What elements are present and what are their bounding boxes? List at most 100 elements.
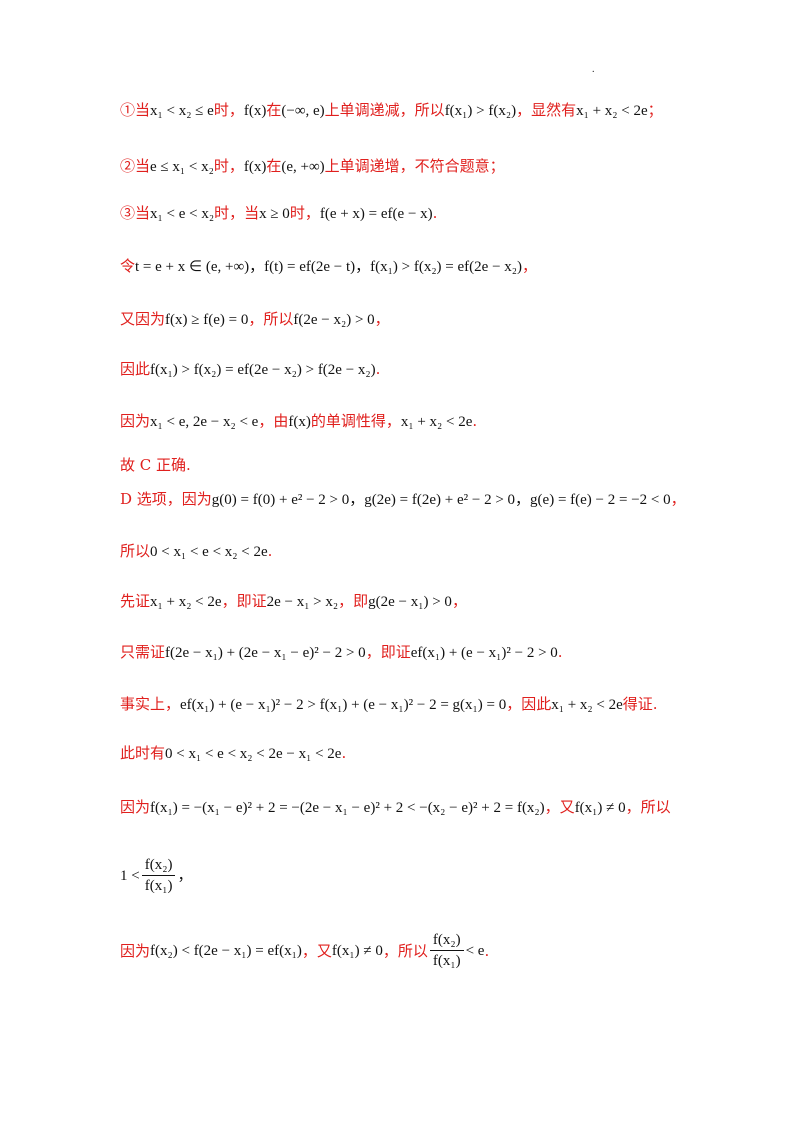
formula: f(e + x) = ef(e − x) — [319, 206, 433, 222]
text: D 选项，因为 — [120, 490, 212, 508]
in-fact-line: 事实上，ef(x₁) + (e − x₁)² − 2 > f(x₁) + (e … — [120, 694, 658, 715]
formula: (−∞, e) — [281, 103, 325, 119]
text: 先证 — [120, 592, 151, 610]
corner-mark: . — [592, 64, 595, 75]
text: 此时有 — [120, 744, 166, 762]
denominator: f(x₁) — [144, 878, 173, 894]
text: ， — [451, 592, 467, 610]
numerator: f(x₂) — [141, 855, 176, 876]
text: ①当 — [120, 101, 151, 119]
text: ，又 — [301, 941, 332, 960]
formula: x₁ < e, 2e − x₂ < e — [150, 414, 259, 430]
formula: x₁ + x₂ < 2e — [551, 697, 623, 713]
formula: e ≤ x₁ < x₂ — [150, 159, 214, 175]
since-line: 又因为f(x) ≥ f(e) = 0，所以f(2e − x₂) > 0， — [120, 309, 390, 330]
formula: 2e − x₁ > x₂ — [266, 594, 339, 610]
text: 时， — [289, 204, 320, 222]
formula: f(x) — [243, 159, 267, 175]
case-1-line: ①当x₁ < x₂ ≤ e时，f(x)在(−∞, e)上单调递减，所以f(x₁)… — [120, 100, 663, 121]
text: 事实上， — [120, 695, 181, 713]
text: ，所以 — [382, 941, 428, 960]
text: 上单调递减，所以 — [324, 101, 445, 119]
formula: x₁ + x₂ < 2e — [400, 414, 473, 430]
formula: f(x) — [243, 103, 267, 119]
conclusion-c: 故 C 正确. — [120, 455, 191, 475]
fraction: f(x₂) f(x₁) — [429, 930, 464, 971]
formula: f(x₁) > f(x₂) — [444, 103, 517, 119]
text: ， — [522, 257, 538, 275]
text: ②当 — [120, 157, 151, 175]
text: 因为 — [120, 798, 151, 816]
formula: f(x₁) ≠ 0 — [574, 800, 626, 816]
formula: f(x₁) = −(x₁ − e)² + 2 = −(2e − x₁ − e)²… — [150, 800, 545, 816]
substitution-line: 令t = e + x ∈ (e, +∞)，f(t) = ef(2e − t)，f… — [120, 256, 537, 277]
formula: f(x) — [288, 414, 311, 430]
text: 又因为 — [120, 310, 166, 328]
text: ； — [647, 101, 663, 119]
text: ， — [177, 867, 193, 884]
because-line: 因为f(x₁) = −(x₁ − e)² + 2 = −(2e − x₁ − e… — [120, 797, 671, 818]
fraction-line: 1 < f(x₂) f(x₁) ， — [120, 855, 192, 896]
text: 的单调性得， — [310, 412, 401, 430]
text: . — [267, 542, 273, 560]
therefore-line: 因此f(x₁) > f(x₂) = ef(2e − x₂) > f(2e − x… — [120, 359, 380, 380]
text: . — [341, 744, 347, 762]
formula: f(x₁) > f(x₂) = ef(2e − x₂) > f(2e − x₂) — [150, 362, 376, 378]
formula: 0 < x₁ < e < x₂ < 2e — [150, 544, 268, 560]
formula: x₁ < e < x₂ — [150, 206, 215, 222]
prove-first-line: 先证x₁ + x₂ < 2e，即证2e − x₁ > x₂，即g(2e − x₁… — [120, 591, 467, 612]
text: 时，当 — [214, 204, 260, 222]
formula: (e, +∞) — [281, 159, 325, 175]
text: 时， — [213, 101, 244, 119]
text: ③当 — [120, 204, 151, 222]
text: ，所以 — [625, 798, 671, 816]
formula: x ≥ 0 — [259, 206, 290, 222]
text: 因此 — [120, 360, 151, 378]
text: ，即 — [338, 592, 369, 610]
need-prove-line: 只需证f(2e − x₁) + (2e − x₁ − e)² − 2 > 0，即… — [120, 642, 563, 663]
formula: x₁ + x₂ < 2e — [576, 103, 648, 119]
formula: g(2e − x₁) > 0 — [368, 594, 452, 610]
formula: f(x₂) < f(2e − x₁) = ef(x₁) — [150, 942, 302, 959]
fraction: f(x₂) f(x₁) — [141, 855, 176, 896]
formula: g(0) = f(0) + e² − 2 > 0，g(2e) = f(2e) +… — [211, 492, 671, 508]
formula: f(x) ≥ f(e) = 0 — [165, 312, 249, 328]
option-d-line: D 选项，因为g(0) = f(0) + e² − 2 > 0，g(2e) = … — [120, 489, 686, 510]
final-line: 因为 f(x₂) < f(2e − x₁) = ef(x₁) ，又 f(x₁) ≠ 0… — [120, 930, 489, 971]
formula: 1 < — [120, 867, 140, 884]
formula: x₁ < x₂ ≤ e — [150, 103, 214, 119]
text: 因为 — [120, 941, 151, 960]
denominator: f(x₁) — [432, 953, 461, 969]
text: . — [484, 941, 490, 960]
text: 在 — [266, 101, 282, 119]
text: 所以 — [120, 542, 151, 560]
formula: f(x₁) ≠ 0 — [331, 942, 383, 959]
text: 时， — [213, 157, 244, 175]
text: ，所以 — [248, 310, 294, 328]
text: ，即证 — [365, 643, 411, 661]
text: . — [375, 360, 381, 378]
text: . — [472, 412, 478, 430]
formula: t = e + x ∈ (e, +∞)，f(t) = ef(2e − t)，f(… — [135, 259, 523, 275]
text: . — [557, 643, 563, 661]
text: ，因此 — [506, 695, 552, 713]
formula: ef(x₁) + (e − x₁)² − 2 > 0 — [410, 645, 558, 661]
text: 只需证 — [120, 643, 166, 661]
text: 令 — [120, 257, 136, 275]
text: 在 — [266, 157, 282, 175]
text: 得证. — [622, 695, 658, 713]
text: . — [432, 204, 438, 222]
case-3-line: ③当x₁ < e < x₂时，当x ≥ 0时，f(e + x) = ef(e −… — [120, 203, 437, 224]
formula: f(2e − x₂) > 0 — [293, 312, 375, 328]
text: 因为 — [120, 412, 151, 430]
now-line: 此时有0 < x₁ < e < x₂ < 2e − x₁ < 2e. — [120, 743, 346, 764]
text: ，又 — [544, 798, 575, 816]
text: ，即证 — [221, 592, 267, 610]
text: ，由 — [258, 412, 289, 430]
text: ， — [374, 310, 390, 328]
formula: f(2e − x₁) + (2e − x₁ − e)² − 2 > 0 — [165, 645, 366, 661]
text: 上单调递增，不符合题意； — [324, 157, 505, 175]
text: ，显然有 — [516, 101, 577, 119]
formula: ef(x₁) + (e − x₁)² − 2 > f(x₁) + (e − x₁… — [180, 697, 507, 713]
